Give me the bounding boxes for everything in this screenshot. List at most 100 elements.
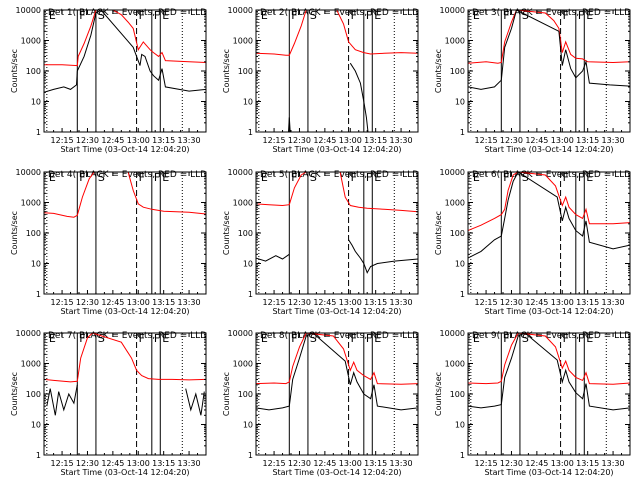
y-axis-label: Counts/sec: [222, 211, 231, 255]
panel-title: Det 4( BLACK = Events, RED = LLD: [48, 170, 207, 180]
region-flag: F: [503, 171, 509, 184]
x-tick-label: 13:15: [152, 136, 175, 145]
region-flag: E: [49, 332, 56, 345]
x-tick-label: 13:00: [551, 136, 574, 145]
events-series-line: [256, 333, 418, 411]
region-flag: S: [310, 171, 317, 184]
x-tick-label: 13:30: [390, 298, 413, 307]
x-tick-label: 13:30: [178, 298, 201, 307]
x-tick-label: 13:00: [551, 459, 574, 468]
y-tick-label: 100: [26, 390, 41, 399]
x-tick-label: 13:30: [178, 459, 201, 468]
panel-title: Det 3( BLACK = Events, RED = LLD: [472, 8, 631, 18]
y-tick-label: 10000: [440, 329, 465, 338]
x-tick-label: 12:45: [313, 298, 336, 307]
region-flag: F: [366, 171, 372, 184]
region-flag: F: [291, 9, 297, 22]
region-flag: S: [522, 9, 529, 22]
x-tick-label: 13:30: [602, 136, 625, 145]
region-flag: E: [473, 332, 480, 345]
y-axis-label: Counts/sec: [434, 211, 443, 255]
lld-series-line: [468, 333, 630, 385]
x-axis-label: Start Time (03-Oct-14 12:04:20): [484, 145, 613, 154]
region-flag: F: [351, 9, 357, 22]
x-tick-label: 12:45: [525, 298, 548, 307]
region-flag: S: [98, 9, 105, 22]
y-tick-label: 1000: [233, 37, 253, 46]
x-tick-label: 12:30: [288, 136, 311, 145]
x-tick-label: 12:45: [101, 136, 124, 145]
y-tick-label: 100: [26, 229, 41, 238]
panel-title: Det 5( BLACK = Events, RED = LLD: [260, 170, 419, 180]
y-tick-label: 10000: [16, 329, 41, 338]
x-axis-label: Start Time (03-Oct-14 12:04:20): [484, 468, 613, 477]
y-tick-label: 1000: [445, 37, 465, 46]
x-tick-label: 13:00: [339, 459, 362, 468]
x-tick-label: 13:15: [364, 298, 387, 307]
x-axis-label: Start Time (03-Oct-14 12:04:20): [60, 145, 189, 154]
region-flag: S: [522, 171, 529, 184]
region-flag: F: [563, 9, 569, 22]
region-flag: F: [139, 9, 145, 22]
events-series-line: [288, 117, 291, 132]
y-tick-label: 100: [450, 67, 465, 76]
y-tick-label: 10: [455, 260, 465, 269]
y-tick-label: 1: [460, 290, 465, 299]
region-flag: E: [49, 9, 56, 22]
region-flag: F: [79, 332, 85, 345]
x-axis-label: Start Time (03-Oct-14 12:04:20): [60, 307, 189, 316]
x-axis-label: Start Time (03-Oct-14 12:04:20): [272, 145, 401, 154]
y-tick-label: 100: [450, 390, 465, 399]
lld-series-line: [468, 172, 630, 232]
x-tick-label: 12:15: [475, 136, 498, 145]
x-axis-label: Start Time (03-Oct-14 12:04:20): [484, 307, 613, 316]
region-flag: E: [473, 171, 480, 184]
y-tick-label: 1: [36, 451, 41, 460]
y-tick-label: 1000: [233, 199, 253, 208]
x-tick-label: 13:15: [364, 136, 387, 145]
region-flag: E: [374, 332, 381, 345]
y-tick-label: 1: [248, 128, 253, 137]
region-flag: F: [366, 9, 372, 22]
x-tick-label: 13:15: [576, 298, 599, 307]
region-flag: F: [291, 171, 297, 184]
events-series-line: [468, 10, 630, 90]
x-tick-label: 12:30: [500, 136, 523, 145]
panel-series: [44, 10, 206, 93]
x-tick-label: 12:30: [76, 298, 99, 307]
y-tick-label: 10: [243, 260, 253, 269]
region-flag: E: [49, 171, 56, 184]
panel-series: [44, 172, 206, 218]
y-tick-label: 100: [450, 229, 465, 238]
y-tick-label: 10000: [440, 6, 465, 15]
region-flag: E: [261, 9, 268, 22]
y-axis-label: Counts/sec: [434, 372, 443, 416]
x-tick-label: 12:15: [475, 459, 498, 468]
region-flag: E: [374, 9, 381, 22]
x-tick-label: 13:00: [339, 298, 362, 307]
panel-title: Det 1( BLACK = Events, RED = LLD: [48, 8, 207, 18]
y-tick-label: 10: [243, 421, 253, 430]
region-flag: E: [586, 9, 593, 22]
y-tick-label: 10: [243, 98, 253, 107]
x-tick-label: 12:30: [288, 459, 311, 468]
x-tick-label: 12:30: [500, 459, 523, 468]
events-series-line: [468, 172, 630, 259]
y-tick-label: 1: [248, 451, 253, 460]
region-flag: E: [261, 171, 268, 184]
y-tick-label: 100: [238, 67, 253, 76]
panel-series: [468, 333, 630, 411]
x-axis-label: Start Time (03-Oct-14 12:04:20): [272, 307, 401, 316]
y-tick-label: 1000: [21, 199, 41, 208]
events-series-line-2: [185, 388, 205, 416]
y-axis-label: Counts/sec: [10, 49, 19, 93]
region-flag: E: [473, 9, 480, 22]
region-flag: E: [586, 171, 593, 184]
region-flag: S: [310, 332, 317, 345]
x-tick-label: 12:15: [263, 136, 286, 145]
